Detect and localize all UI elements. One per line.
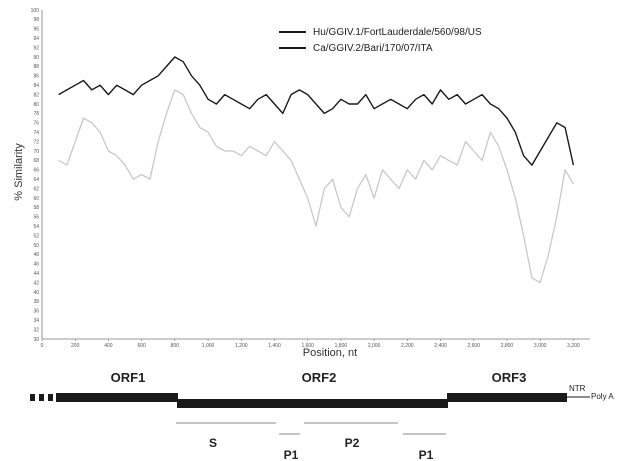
y-tick-label: 38 bbox=[33, 299, 39, 305]
x-tick-label: 400 bbox=[104, 343, 113, 349]
region-p1-left-label: P1 bbox=[284, 448, 299, 461]
ntr-dash-2 bbox=[39, 394, 44, 401]
x-tick-label: 1,400 bbox=[268, 343, 281, 349]
x-tick-label: 2,400 bbox=[434, 343, 447, 349]
y-tick-label: 56 bbox=[33, 215, 39, 221]
series-layer bbox=[58, 56, 575, 284]
x-tick-label: 3,200 bbox=[567, 343, 580, 349]
genome-map: ORF1 ORF2 ORF3 NTR Poly A S P1 P2 P1 bbox=[30, 370, 614, 461]
y-tick-label: 84 bbox=[33, 83, 39, 89]
x-tick-label: 2,800 bbox=[501, 343, 514, 349]
y-tick-label: 52 bbox=[33, 233, 39, 239]
ntr-dash-3 bbox=[48, 394, 53, 401]
y-tick-label: 64 bbox=[33, 177, 39, 183]
x-tick-label: 1,800 bbox=[335, 343, 348, 349]
y-tick-label: 100 bbox=[31, 8, 40, 14]
x-tick-labels: 0 200 400 600 800 1,000 1,200 1,400 1,600 1,800 2,… bbox=[41, 339, 580, 349]
legend-label-series-2: Ca/GGIV.2/Bari/170/07/ITA bbox=[313, 43, 433, 54]
series-line-1 bbox=[58, 56, 575, 166]
x-tick-label: 0 bbox=[41, 343, 44, 349]
region-s-label: S bbox=[209, 436, 217, 450]
x-tick-label: 800 bbox=[171, 343, 180, 349]
y-tick-label: 36 bbox=[33, 309, 39, 315]
y-tick-label: 62 bbox=[33, 186, 39, 192]
x-tick-label: 200 bbox=[71, 343, 80, 349]
y-tick-label: 72 bbox=[33, 139, 39, 145]
y-tick-label: 40 bbox=[33, 290, 39, 296]
y-tick-labels: 30 32 34 36 38 40 42 44 46 48 50 52 54 56 58 60 62 64 66 68… bbox=[31, 8, 40, 343]
ntr-label: NTR bbox=[569, 384, 586, 393]
orf2-bar bbox=[177, 399, 448, 408]
x-tick-label: 1,600 bbox=[301, 343, 314, 349]
x-tick-label: 2,000 bbox=[368, 343, 381, 349]
poly-a-label: Poly A bbox=[591, 392, 614, 401]
y-axis-title: % Similarity bbox=[13, 143, 25, 201]
ntr-dash-1 bbox=[30, 394, 35, 401]
x-tick-label: 3,000 bbox=[534, 343, 547, 349]
orf1-label: ORF1 bbox=[111, 370, 146, 385]
y-tick-label: 54 bbox=[33, 224, 39, 230]
region-p1-right-label: P1 bbox=[419, 448, 434, 461]
x-tick-label: 2,200 bbox=[401, 343, 414, 349]
y-tick-label: 50 bbox=[33, 243, 39, 249]
y-tick-label: 76 bbox=[33, 121, 39, 127]
y-tick-label: 48 bbox=[33, 252, 39, 258]
x-tick-label: 1,200 bbox=[235, 343, 248, 349]
orf3-bar bbox=[447, 393, 567, 402]
y-tick-label: 98 bbox=[33, 17, 39, 23]
x-tick-label: 600 bbox=[137, 343, 146, 349]
y-tick-label: 90 bbox=[33, 55, 39, 61]
x-tick-label: 1,000 bbox=[202, 343, 215, 349]
plot-area: 30 32 34 36 38 40 42 44 46 48 50 52 54 56 58 60 62 64 66 68… bbox=[13, 8, 590, 359]
y-tick-label: 30 bbox=[33, 337, 39, 343]
y-tick-label: 86 bbox=[33, 74, 39, 80]
region-p2-label: P2 bbox=[345, 436, 360, 450]
y-tick-label: 94 bbox=[33, 36, 39, 42]
y-tick-label: 68 bbox=[33, 158, 39, 164]
orf3-label: ORF3 bbox=[492, 370, 527, 385]
orf1-bar bbox=[56, 393, 178, 402]
y-tick-label: 88 bbox=[33, 64, 39, 70]
y-tick-label: 74 bbox=[33, 130, 39, 136]
legend-label-series-1: Hu/GGIV.1/FortLauderdale/560/98/US bbox=[313, 27, 482, 38]
y-tick-label: 32 bbox=[33, 327, 39, 333]
y-tick-label: 96 bbox=[33, 27, 39, 33]
x-tick-label: 2,600 bbox=[467, 343, 480, 349]
y-tick-label: 80 bbox=[33, 102, 39, 108]
y-tick-label: 70 bbox=[33, 149, 39, 155]
y-tick-label: 44 bbox=[33, 271, 39, 277]
y-tick-label: 46 bbox=[33, 262, 39, 268]
y-tick-label: 82 bbox=[33, 92, 39, 98]
x-axis-title: Position, nt bbox=[303, 347, 357, 359]
y-tick-label: 42 bbox=[33, 280, 39, 286]
y-tick-label: 78 bbox=[33, 111, 39, 117]
orf2-label: ORF2 bbox=[302, 370, 337, 385]
series-line-2 bbox=[58, 89, 574, 284]
y-tick-label: 34 bbox=[33, 318, 39, 324]
y-tick-label: 60 bbox=[33, 196, 39, 202]
y-tick-label: 66 bbox=[33, 168, 39, 174]
y-tick-label: 92 bbox=[33, 45, 39, 51]
legend: Hu/GGIV.1/FortLauderdale/560/98/US Ca/GG… bbox=[279, 27, 482, 54]
y-tick-label: 58 bbox=[33, 205, 39, 211]
